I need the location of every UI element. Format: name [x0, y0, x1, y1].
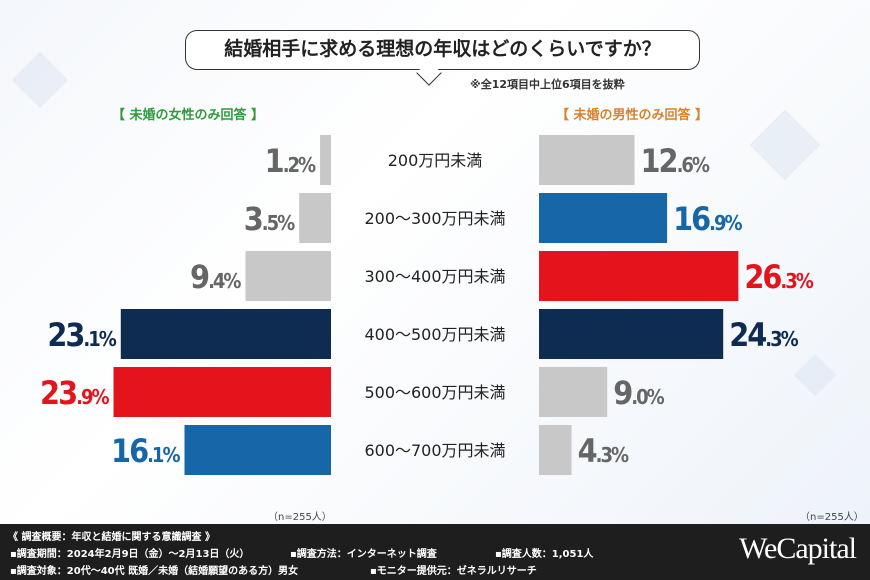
category-label: 200万円未満: [388, 151, 483, 170]
category-label: 500～600万円未満: [364, 383, 505, 402]
value-label-female: 16.1%: [111, 432, 180, 470]
category-label: 300～400万円未満: [364, 267, 505, 286]
bar-male: [539, 251, 739, 301]
chart-title: 結婚相手に求める理想の年収はどのくらいですか？: [185, 30, 700, 70]
note: ※全12項目中上位6項目を抜粋: [470, 78, 625, 91]
butterfly-bar-chart: 200万円未満 1.2% 12.6% 200～300万円未満 3.5% 16.9% 300～…: [40, 135, 816, 475]
value-label-male: 12.6%: [641, 142, 710, 180]
bar-female: [299, 193, 331, 243]
category-label: 200～300万円未満: [364, 209, 505, 228]
value-label-male: 4.3%: [578, 432, 629, 470]
bar-male: [539, 193, 668, 243]
value-label-male: 24.3%: [729, 316, 798, 354]
survey-provider: ▪モニター提供元：ゼネラルリサーチ: [370, 566, 537, 577]
value-label-female: 23.1%: [47, 316, 116, 354]
bar-male: [539, 425, 572, 475]
sample-size-female: （n=255人）: [268, 512, 332, 523]
survey-target: ▪調査対象：20代～40代 既婚／未婚（結婚願望のある方）男女: [10, 566, 299, 577]
category-label: 600～700万円未満: [364, 441, 505, 460]
bar-female: [184, 425, 331, 475]
legend-female: 【 未婚の女性のみ回答 】: [112, 108, 265, 123]
survey-period: ▪調査期間：2024年2月9日（金）～2月13日（火）: [10, 549, 250, 560]
bar-male: [539, 367, 608, 417]
value-label-female: 1.2%: [265, 142, 316, 180]
bar-female: [120, 309, 331, 359]
wecapital-logo: WeCapital: [739, 532, 857, 565]
bar-female: [320, 135, 331, 185]
bar-male: [539, 309, 724, 359]
value-label-male: 9.0%: [613, 374, 664, 412]
value-label-male: 16.9%: [673, 200, 742, 238]
legend-male: 【 未婚の男性のみ回答 】: [556, 108, 709, 123]
category-label: 400～500万円未満: [364, 325, 505, 344]
value-label-female: 3.5%: [244, 200, 295, 238]
bar-male: [539, 135, 635, 185]
bar-female: [113, 367, 331, 417]
value-label-female: 9.4%: [190, 258, 241, 296]
value-label-female: 23.9%: [40, 374, 109, 412]
survey-count: ▪調査人数：1,051人: [495, 549, 594, 560]
value-label-male: 26.3%: [744, 258, 813, 296]
sample-size-male: （n=255人）: [800, 512, 864, 523]
bar-female: [245, 251, 331, 301]
survey-title: 《 調査概要：年収と結婚に関する意識調査 》: [8, 532, 215, 543]
survey-method: ▪調査方法：インターネット調査: [290, 549, 437, 560]
survey-footer: 《 調査概要：年収と結婚に関する意識調査 》 ▪調査期間：2024年2月9日（金…: [0, 524, 870, 580]
